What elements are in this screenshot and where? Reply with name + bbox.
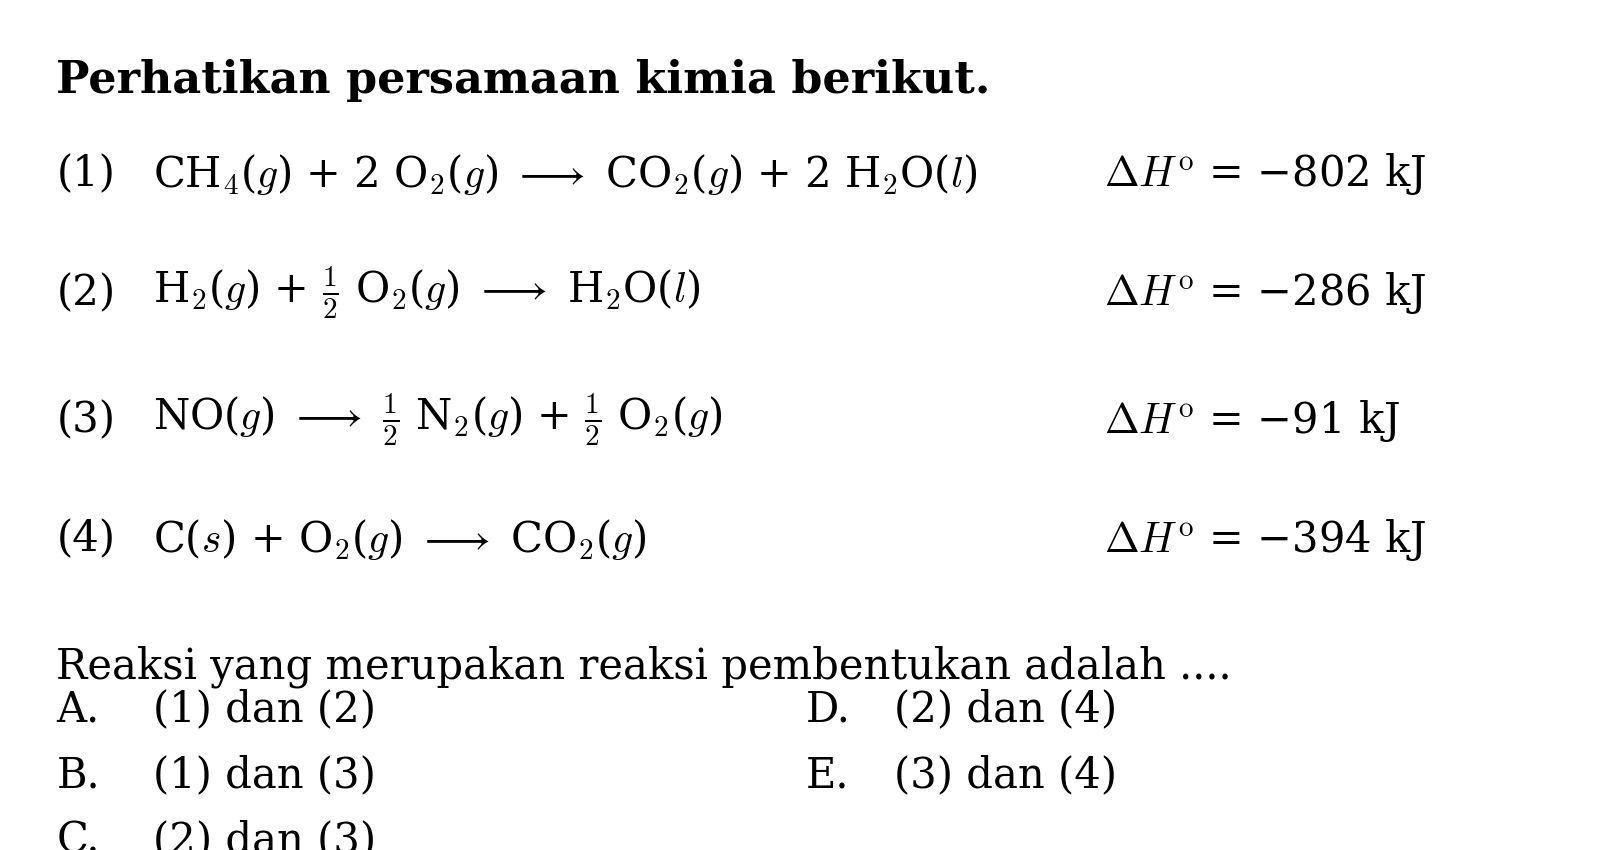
Text: (3): (3) — [56, 400, 116, 442]
Text: (1): (1) — [56, 153, 116, 196]
Text: H$_2$($g$) + $\frac{1}{2}$ O$_2$($g$) $\longrightarrow$ H$_2$O($l$): H$_2$($g$) + $\frac{1}{2}$ O$_2$($g$) $\… — [153, 264, 701, 322]
Text: (2) dan (3): (2) dan (3) — [153, 819, 377, 850]
Text: (1) dan (2): (1) dan (2) — [153, 688, 375, 731]
Text: $\Delta H^{\mathrm{o}}$ = −802 kJ: $\Delta H^{\mathrm{o}}$ = −802 kJ — [1104, 151, 1426, 197]
Text: $\Delta H^{\mathrm{o}}$ = −394 kJ: $\Delta H^{\mathrm{o}}$ = −394 kJ — [1104, 517, 1426, 563]
Text: C($s$) + O$_2$($g$) $\longrightarrow$ CO$_2$($g$): C($s$) + O$_2$($g$) $\longrightarrow$ CO… — [153, 518, 646, 562]
Text: NO($g$) $\longrightarrow$ $\frac{1}{2}$ N$_2$($g$) + $\frac{1}{2}$ O$_2$($g$): NO($g$) $\longrightarrow$ $\frac{1}{2}$ … — [153, 392, 722, 450]
Text: E.: E. — [806, 754, 849, 796]
Text: A.: A. — [56, 688, 100, 731]
Text: (2): (2) — [56, 272, 116, 314]
Text: (2) dan (4): (2) dan (4) — [894, 688, 1118, 731]
Text: (4): (4) — [56, 518, 116, 561]
Text: CH$_4$($g$) + 2 O$_2$($g$) $\longrightarrow$ CO$_2$($g$) + 2 H$_2$O($l$): CH$_4$($g$) + 2 O$_2$($g$) $\longrightar… — [153, 152, 978, 196]
Text: $\Delta H^{\mathrm{o}}$ = −286 kJ: $\Delta H^{\mathrm{o}}$ = −286 kJ — [1104, 270, 1426, 316]
Text: (1) dan (3): (1) dan (3) — [153, 754, 375, 796]
Text: B.: B. — [56, 754, 100, 796]
Text: Reaksi yang merupakan reaksi pembentukan adalah ....: Reaksi yang merupakan reaksi pembentukan… — [56, 646, 1232, 688]
Text: D.: D. — [806, 688, 851, 731]
Text: C.: C. — [56, 819, 100, 850]
Text: Perhatikan persamaan kimia berikut.: Perhatikan persamaan kimia berikut. — [56, 60, 991, 103]
Text: (3) dan (4): (3) dan (4) — [894, 754, 1116, 796]
Text: $\Delta H^{\mathrm{o}}$ = −91 kJ: $\Delta H^{\mathrm{o}}$ = −91 kJ — [1104, 398, 1400, 444]
